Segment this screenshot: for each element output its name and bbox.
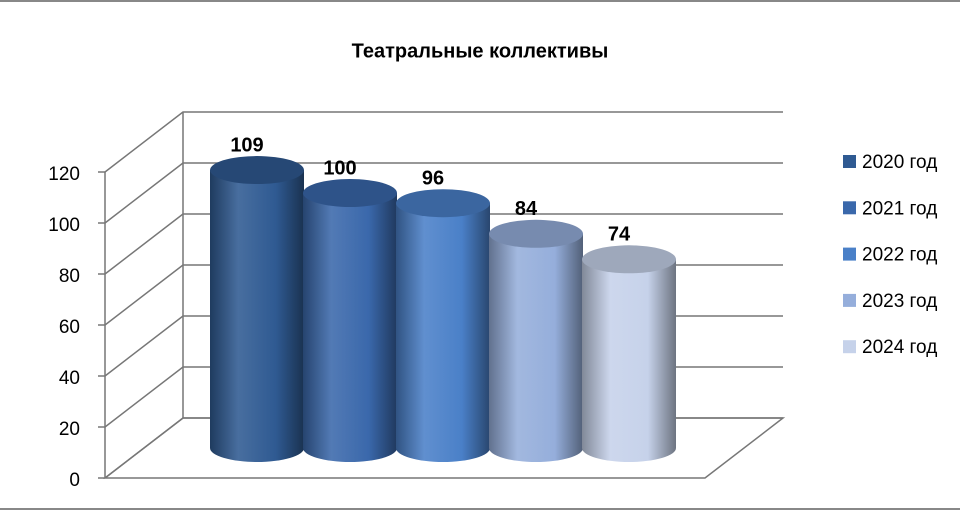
value-label: 96 [422, 167, 444, 189]
grid-line [104, 213, 783, 275]
cylinder-top [582, 245, 676, 274]
value-label: 84 [515, 198, 538, 220]
cylinder-top [303, 179, 397, 207]
legend-label: 2021 год [862, 198, 937, 219]
cylinder-body [489, 233, 583, 462]
cylinder-top [396, 189, 490, 218]
cylinder-body [582, 259, 676, 462]
legend-swatch [843, 155, 856, 168]
chart-title: Театральные коллективы [352, 40, 609, 62]
cylinder-body [396, 203, 490, 462]
legend-label: 2024 год [862, 337, 937, 358]
y-tick-label: 100 [48, 215, 80, 236]
cylinder-body [210, 170, 304, 463]
cylinder-body [303, 193, 397, 462]
grid-line [104, 162, 783, 224]
y-tick-label: 120 [48, 164, 80, 185]
legend-label: 2022 год [862, 245, 937, 266]
cylinder-top [489, 219, 583, 248]
cylinder-top [210, 156, 304, 185]
value-label: 100 [323, 157, 356, 179]
legend-label: 2020 год [862, 152, 937, 173]
y-tick-label: 0 [69, 470, 80, 491]
y-tick-label: 80 [59, 266, 80, 287]
legend-label: 2023 год [862, 291, 937, 312]
y-tick-label: 40 [59, 368, 80, 389]
legend-swatch [843, 293, 856, 307]
legend-swatch [843, 340, 856, 354]
grid-line [104, 111, 783, 173]
value-label: 74 [608, 224, 631, 246]
legend-swatch [843, 247, 856, 261]
value-label: 109 [230, 134, 263, 156]
y-tick-label: 20 [59, 419, 80, 440]
y-tick-label: 60 [59, 317, 80, 338]
legend-swatch [843, 201, 856, 215]
